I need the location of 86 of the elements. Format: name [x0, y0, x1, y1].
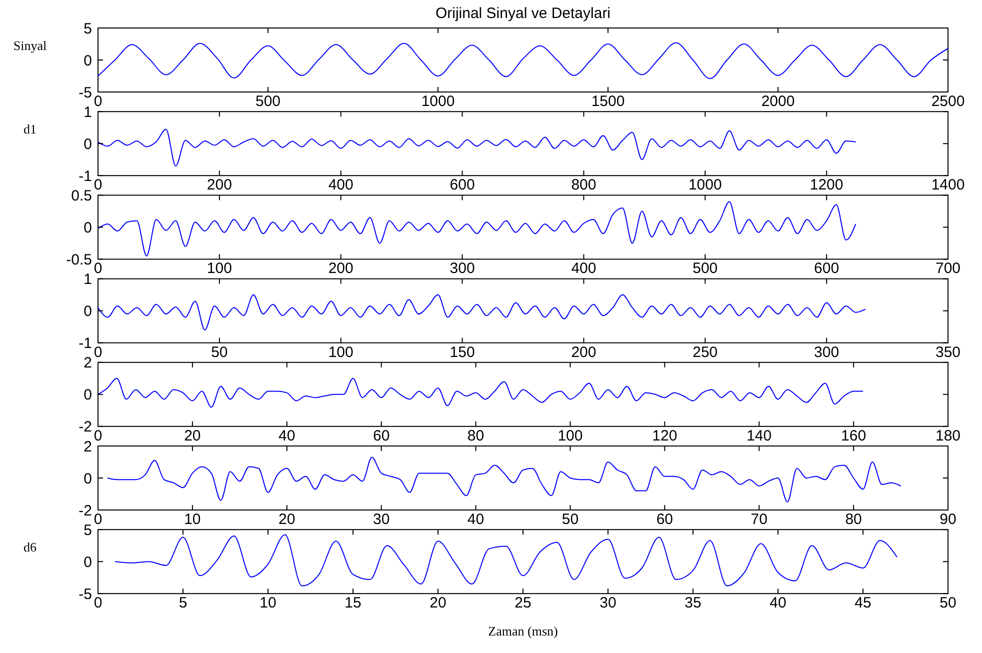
x-tick-label: 500 [255, 93, 281, 110]
line-series [98, 42, 948, 80]
x-tick-label: 1000 [421, 93, 455, 110]
x-tick-label: 15 [344, 594, 362, 612]
line-series [106, 456, 902, 502]
y-tick-label: -0.5 [66, 251, 92, 268]
y-tick-label: 0 [84, 136, 92, 153]
x-tick-label: 600 [814, 260, 840, 278]
x-tick-label: 10 [184, 511, 201, 528]
x-tick-label: 100 [328, 344, 354, 361]
y-tick-label: 5 [84, 20, 92, 38]
x-tick-label: 30 [372, 511, 390, 528]
line-series [98, 201, 856, 256]
x-tick-label: 200 [206, 176, 232, 194]
y-tick-label: -5 [78, 586, 92, 603]
x-axis-title: Zaman (msn) [488, 624, 558, 639]
y-tick-label: -5 [78, 84, 92, 102]
y-tick-label: 1 [84, 271, 92, 288]
x-tick-label: 70 [750, 511, 768, 528]
x-tick-label: 140 [746, 427, 772, 444]
x-tick-label: 80 [467, 427, 484, 444]
x-tick-label: 100 [558, 427, 583, 444]
x-tick-label: 400 [328, 176, 354, 194]
x-tick-label: 180 [935, 427, 961, 444]
x-tick-label: 1000 [688, 176, 722, 194]
y-axis-title: d6 [24, 540, 37, 555]
y-tick-label: -1 [78, 335, 92, 352]
x-tick-label: 80 [845, 511, 862, 528]
x-tick-label: 500 [692, 260, 718, 278]
y-tick-label: 0 [84, 303, 92, 320]
x-tick-label: 1500 [591, 93, 625, 110]
y-tick-label: 0.5 [71, 187, 92, 204]
y-tick-label: -1 [78, 168, 92, 185]
x-tick-label: 20 [430, 594, 446, 612]
y-tick-label: 0 [84, 52, 92, 70]
line-series [114, 534, 898, 586]
y-tick-label: -2 [78, 418, 92, 436]
line-series [98, 378, 864, 408]
y-axis-title: Sinyal [13, 38, 47, 53]
x-tick-label: 200 [571, 344, 596, 361]
y-tick-label: 0 [84, 470, 92, 488]
x-tick-label: 2000 [761, 93, 795, 110]
x-tick-label: 50 [211, 344, 228, 361]
x-tick-label: 100 [206, 260, 232, 278]
x-tick-label: 10 [260, 594, 276, 612]
x-tick-label: 40 [770, 594, 786, 612]
y-tick-label: 0 [84, 386, 92, 404]
y-tick-label: 1 [84, 104, 92, 121]
line-series [98, 294, 866, 330]
x-tick-label: 150 [450, 344, 475, 361]
x-tick-label: 40 [278, 427, 296, 444]
x-tick-label: 250 [692, 344, 718, 361]
x-tick-label: 40 [467, 511, 484, 528]
y-tick-label: -2 [78, 502, 92, 520]
chart-title: Orijinal Sinyal ve Detaylari [435, 5, 611, 22]
x-tick-label: 60 [372, 427, 390, 444]
x-tick-label: 200 [328, 260, 354, 278]
x-tick-label: 400 [571, 260, 596, 278]
x-tick-label: 120 [652, 427, 678, 444]
x-tick-label: 45 [854, 594, 872, 612]
y-tick-label: 0 [84, 554, 92, 571]
x-tick-label: 600 [450, 176, 475, 194]
y-tick-label: 0 [84, 219, 92, 236]
x-tick-label: 50 [562, 511, 579, 528]
x-tick-label: 30 [600, 594, 616, 612]
y-axis-title: d1 [24, 122, 36, 137]
y-tick-label: 2 [84, 438, 92, 456]
x-tick-label: 700 [935, 260, 961, 278]
x-tick-label: 300 [814, 344, 840, 361]
x-tick-label: 20 [278, 511, 296, 528]
x-tick-label: 350 [935, 344, 961, 361]
x-tick-label: 300 [450, 260, 475, 278]
x-tick-label: 50 [940, 594, 956, 612]
x-tick-label: 1200 [810, 176, 844, 194]
x-tick-label: 35 [684, 594, 702, 612]
x-tick-label: 2500 [931, 93, 965, 110]
x-tick-label: 1400 [931, 176, 965, 194]
y-tick-label: 2 [84, 354, 92, 372]
line-series [98, 128, 856, 166]
x-tick-label: 20 [184, 427, 201, 444]
x-tick-label: 5 [178, 594, 188, 612]
x-tick-label: 800 [571, 176, 596, 194]
x-tick-label: 60 [656, 511, 674, 528]
x-tick-label: 25 [514, 594, 532, 612]
x-tick-label: 90 [940, 511, 956, 528]
x-tick-label: 160 [841, 427, 866, 444]
